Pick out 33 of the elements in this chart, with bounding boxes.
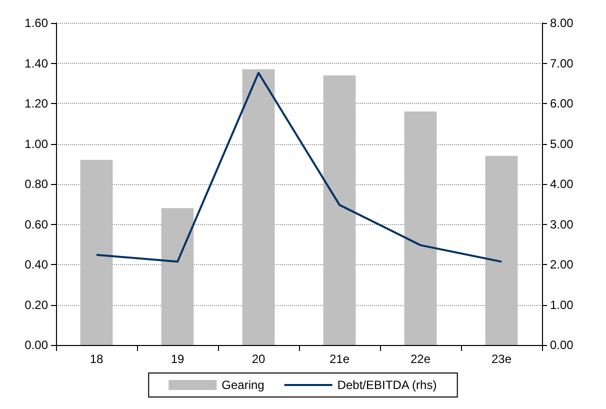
x-tick-label: 20 (252, 352, 266, 366)
bar (80, 160, 113, 345)
y-tick-label: 1.60 (24, 16, 48, 30)
y-tick-label: 1.00 (24, 136, 48, 151)
bar (161, 208, 194, 345)
y2-tick-label: 4.00 (550, 177, 574, 191)
bar (404, 112, 437, 345)
bar (485, 156, 518, 345)
y-tick-label: 0.80 (24, 177, 48, 191)
y-tick-label: 0.20 (24, 298, 48, 312)
y-tick-label: 0.60 (24, 217, 48, 232)
y-tick-label: 0.40 (24, 258, 48, 272)
y2-tick-label: 8.00 (550, 16, 574, 30)
x-tick-label: 19 (170, 352, 184, 366)
x-tick-label: 22e (410, 352, 431, 366)
y2-tick-label: 5.00 (550, 136, 574, 151)
y-tick-label: 1.40 (24, 56, 48, 70)
legend-label: Gearing (222, 378, 264, 392)
y2-tick-label: 6.00 (550, 96, 574, 110)
x-tick-label: 21e (329, 352, 350, 366)
y2-tick-label: 1.00 (550, 298, 574, 312)
y2-tick-label: 0.00 (550, 338, 574, 352)
y-tick-label: 1.20 (24, 96, 48, 110)
bar (323, 75, 356, 345)
y-tick-label: 0.00 (24, 338, 48, 352)
legend-label: Debt/EBITDA (rhs) (337, 378, 437, 392)
x-tick-label: 18 (90, 352, 104, 366)
y2-tick-label: 2.00 (550, 258, 574, 272)
line-series (96, 72, 502, 263)
y2-tick-label: 3.00 (550, 217, 574, 232)
x-tick-label: 23e (491, 352, 512, 366)
y2-tick-label: 7.00 (550, 56, 574, 70)
bar (242, 69, 275, 345)
